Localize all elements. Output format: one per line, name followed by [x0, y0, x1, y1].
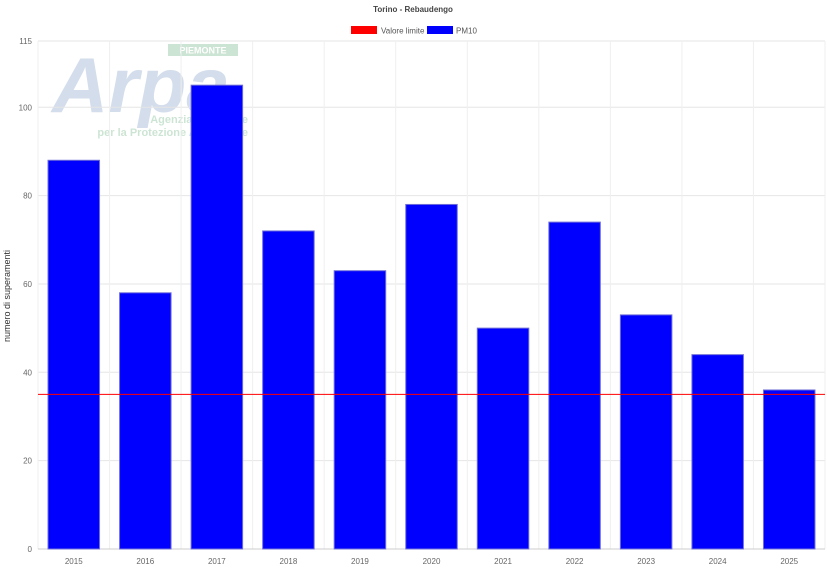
y-axis-ticks: 0 20 40 60 80 100 115 — [19, 37, 33, 554]
y-tick-label: 80 — [23, 192, 32, 201]
bar-2023[interactable] — [619, 314, 673, 550]
legend-swatch-series — [427, 26, 453, 34]
y-tick-label: 0 — [28, 545, 33, 554]
chart-title: Torino - Rebaudengo — [373, 5, 453, 14]
y-tick-label: 100 — [19, 103, 33, 112]
bars — [47, 84, 816, 550]
bar-2017[interactable] — [190, 84, 244, 550]
x-axis-ticks: 2015 2016 2017 2018 2019 2020 2021 2022 2023 2024… — [65, 557, 799, 566]
x-tick-label: 2024 — [709, 557, 727, 566]
legend-label-reference: Valore limite — [381, 27, 425, 36]
bar-2021[interactable] — [476, 327, 530, 550]
y-tick-label: 115 — [19, 37, 32, 46]
bar-2018[interactable] — [262, 230, 315, 550]
bar-2019[interactable] — [333, 270, 387, 550]
x-tick-label: 2020 — [423, 557, 441, 566]
legend-label-series: PM10 — [456, 27, 477, 36]
y-tick-label: 40 — [23, 368, 32, 377]
x-tick-label: 2025 — [780, 557, 798, 566]
legend-item-series[interactable]: PM10 — [427, 26, 477, 36]
bar-2016[interactable] — [119, 292, 172, 550]
x-tick-label: 2018 — [280, 557, 298, 566]
bar-2022[interactable] — [548, 221, 601, 550]
x-tick-label: 2017 — [208, 557, 226, 566]
watermark-region-banner — [168, 44, 238, 56]
y-tick-label: 60 — [23, 280, 32, 289]
x-tick-label: 2023 — [637, 557, 655, 566]
x-tick-label: 2022 — [566, 557, 584, 566]
bar-2024[interactable] — [691, 354, 744, 550]
y-tick-label: 20 — [23, 457, 32, 466]
x-tick-label: 2016 — [136, 557, 154, 566]
y-axis-title: numero di superamenti — [2, 250, 12, 342]
bar-2020[interactable] — [405, 203, 458, 550]
legend-item-reference[interactable]: Valore limite — [351, 26, 425, 36]
legend-swatch-reference — [351, 26, 377, 34]
chart-legend: Valore limite PM10 — [351, 26, 477, 36]
bar-2015[interactable] — [47, 159, 101, 550]
watermark-region-text: PIEMONTE — [179, 46, 226, 56]
x-tick-label: 2019 — [351, 557, 369, 566]
x-tick-label: 2015 — [65, 557, 83, 566]
bar-2025[interactable] — [762, 389, 816, 550]
x-tick-label: 2021 — [494, 557, 512, 566]
